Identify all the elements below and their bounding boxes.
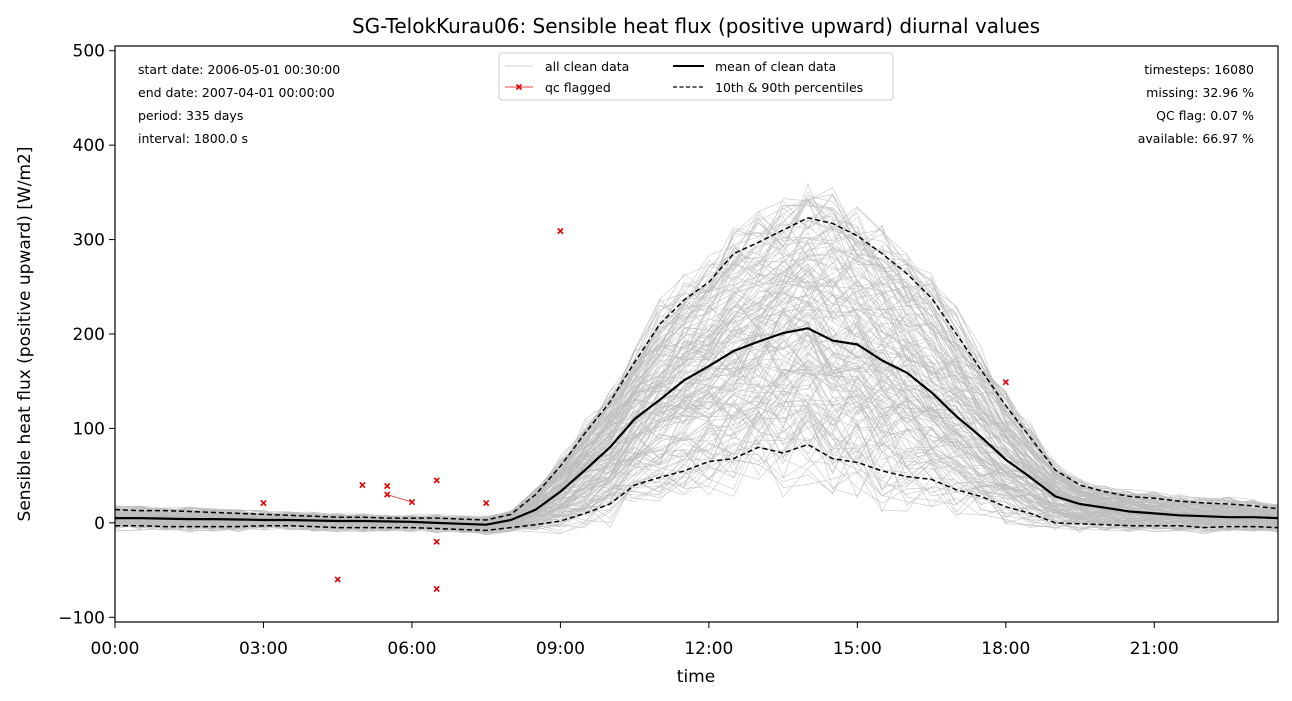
legend: all clean data qc flagged mean of clean … — [498, 52, 894, 101]
clean-data-line — [114, 363, 1279, 529]
info-qc-flag: QC flag: 0.07 % — [1156, 108, 1254, 123]
clean-data-line — [114, 200, 1279, 524]
info-start-date: start date: 2006-05-01 00:30:00 — [138, 62, 340, 77]
clean-data-line — [114, 204, 1279, 523]
qc-flag-marker — [384, 491, 391, 498]
qc-flag-marker — [384, 482, 391, 490]
x-tick-label: 18:00 — [981, 639, 1030, 659]
clean-data-line — [114, 355, 1279, 529]
percentile-10-line — [115, 443, 1279, 532]
qc-flag-markers — [260, 227, 1009, 593]
x-tick-label: 21:00 — [1130, 639, 1179, 659]
x-tick-label: 00:00 — [91, 639, 140, 659]
y-tick-label: 500 — [73, 42, 105, 62]
x-tick-label: 09:00 — [536, 639, 585, 659]
info-interval: interval: 1800.0 s — [138, 131, 248, 146]
clean-data-line — [114, 409, 1279, 533]
info-available: available: 66.97 % — [1138, 131, 1254, 146]
qc-flag-marker — [433, 538, 440, 545]
info-period: period: 335 days — [138, 108, 243, 123]
x-tick-label: 15:00 — [833, 639, 882, 659]
qc-flag-marker — [433, 585, 440, 593]
clean-data-line — [114, 281, 1279, 527]
x-tick-label: 06:00 — [387, 639, 436, 659]
info-timesteps: timesteps: 16080 — [1144, 62, 1254, 77]
info-missing: missing: 32.96 % — [1146, 85, 1254, 100]
clean-data-line — [114, 371, 1279, 530]
qc-flag-marker — [433, 477, 440, 484]
info-right: timesteps: 16080 missing: 32.96 % QC fla… — [1138, 62, 1254, 146]
info-left: start date: 2006-05-01 00:30:00 end date… — [138, 62, 340, 146]
legend-label-qc: qc flagged — [545, 80, 611, 95]
y-axis: −100 0 100 200 300 400 500 — [58, 42, 115, 628]
qc-flag-marker — [1002, 378, 1009, 386]
x-tick-label: 03:00 — [239, 639, 288, 659]
y-axis-label: Sensible heat flux (positive upward) [W/… — [15, 147, 35, 522]
legend-swatch-qc-marker — [515, 83, 523, 91]
legend-box — [498, 52, 894, 101]
qc-flag-link — [387, 494, 413, 503]
y-tick-label: 400 — [73, 136, 105, 156]
legend-label-all-clean: all clean data — [545, 59, 629, 74]
percentile-lines — [114, 217, 1279, 532]
qc-flag-marker — [260, 499, 267, 507]
clean-data-line — [114, 191, 1279, 522]
clean-data-lines — [114, 183, 1279, 536]
chart-title: SG-TelokKurau06: Sensible heat flux (pos… — [352, 14, 1040, 38]
x-tick-label: 12:00 — [684, 639, 733, 659]
y-tick-label: −100 — [58, 608, 105, 628]
y-tick-label: 100 — [73, 419, 105, 439]
legend-label-percentiles: 10th & 90th percentiles — [715, 80, 863, 95]
clean-data-line — [114, 312, 1279, 530]
percentile-90-line — [114, 217, 1279, 521]
qc-flag-marker — [334, 576, 341, 583]
qc-flag-marker — [408, 498, 416, 506]
x-axis-label: time — [677, 667, 715, 687]
mean-line — [115, 327, 1279, 526]
x-axis: 00:00 03:00 06:00 09:00 12:00 15:00 18:00 21:00 — [91, 622, 1179, 659]
qc-flag-marker — [557, 227, 564, 235]
mean-clean-data-line — [115, 327, 1279, 526]
info-end-date: end date: 2007-04-01 00:00:00 — [138, 85, 335, 100]
qc-flag-marker — [483, 499, 490, 507]
y-tick-label: 300 — [73, 231, 105, 251]
qc-flag-marker — [359, 481, 366, 489]
y-tick-label: 200 — [73, 325, 105, 345]
clean-data-line — [114, 440, 1279, 534]
clean-data-line — [114, 193, 1279, 522]
y-tick-label: 0 — [94, 514, 105, 534]
legend-label-mean: mean of clean data — [715, 59, 836, 74]
